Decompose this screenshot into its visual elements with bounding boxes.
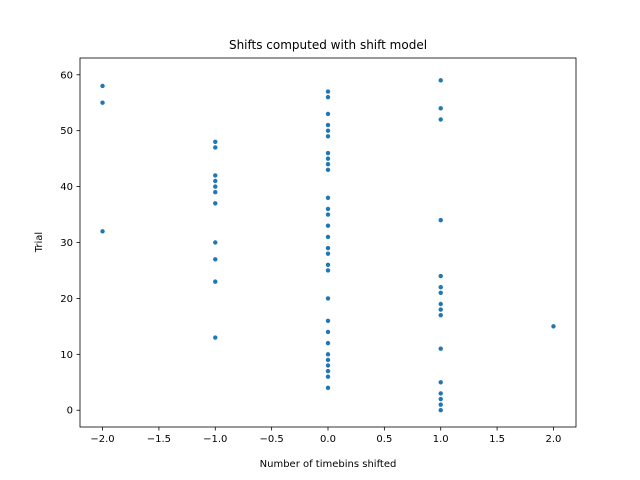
data-point [213, 178, 218, 184]
data-point [213, 201, 218, 206]
x-tick-label: 2.0 [546, 434, 562, 445]
x-axis-label: Number of timebins shifted [260, 459, 397, 470]
x-tick-label: 1.0 [433, 434, 449, 445]
data-point [325, 89, 331, 94]
data-point [325, 134, 331, 139]
x-tick-label: 1.5 [489, 434, 505, 445]
data-point [325, 234, 331, 240]
data-point [325, 111, 331, 117]
data-point [213, 257, 218, 262]
data-point [325, 318, 331, 323]
x-tick-label: −1.0 [203, 434, 227, 445]
data-point [325, 156, 331, 161]
data-point [213, 173, 218, 178]
data-point [325, 385, 331, 391]
data-point [325, 94, 331, 100]
data-points [100, 78, 556, 413]
data-point [325, 128, 331, 133]
data-point [325, 296, 331, 301]
x-tick-label: −0.5 [259, 434, 283, 445]
data-point [213, 184, 218, 189]
data-point [438, 117, 443, 122]
data-point [325, 206, 331, 212]
data-point [325, 352, 331, 357]
data-point [325, 245, 331, 251]
data-point [438, 273, 443, 279]
data-point [213, 145, 218, 150]
data-point [325, 195, 331, 200]
data-point [438, 408, 443, 413]
data-point [100, 83, 105, 89]
data-point [438, 307, 443, 312]
x-tick-label: 0.0 [320, 434, 336, 445]
axis-ticks: −2.0 −1.5 −1.0 −0.5 0.0 0.5 1.0 1.5 2.0 0 10 20 30 40… [60, 70, 561, 445]
data-point [438, 346, 443, 351]
x-tick-label: 0.5 [376, 434, 392, 445]
data-point [213, 335, 218, 340]
data-point [325, 251, 331, 256]
data-point [325, 167, 331, 173]
data-point [325, 368, 331, 374]
data-point [100, 229, 105, 234]
data-point [438, 78, 443, 83]
chart-title: Shifts computed with shift model [229, 38, 427, 52]
data-point [213, 139, 218, 145]
y-tick-label: 20 [60, 294, 73, 305]
data-point [213, 279, 218, 284]
data-point [213, 189, 218, 195]
data-point [325, 223, 331, 228]
data-point [438, 396, 443, 402]
y-tick-label: 50 [60, 126, 73, 137]
y-tick-label: 40 [60, 182, 73, 193]
data-point [438, 391, 443, 396]
data-point [325, 122, 331, 128]
data-point [213, 240, 218, 245]
data-point [325, 262, 331, 268]
y-axis-label: Trial [34, 232, 45, 253]
data-point [438, 290, 443, 296]
plot-frame [79, 57, 577, 428]
data-point [325, 150, 331, 156]
data-point [438, 380, 443, 385]
data-point [325, 329, 331, 335]
data-point [325, 340, 331, 346]
y-tick-label: 60 [60, 70, 73, 81]
y-tick-label: 0 [67, 406, 73, 417]
data-point [438, 285, 443, 290]
x-tick-label: −1.5 [147, 434, 171, 445]
data-point [100, 100, 105, 105]
y-tick-label: 10 [60, 350, 73, 361]
data-point [325, 162, 331, 167]
data-point [325, 268, 331, 273]
data-point [438, 106, 443, 111]
data-point [551, 324, 556, 329]
data-point [325, 363, 331, 368]
data-point [438, 402, 443, 407]
data-point [325, 212, 331, 217]
data-point [325, 374, 331, 379]
data-point [438, 312, 443, 318]
data-point [438, 217, 443, 223]
data-point [438, 301, 443, 307]
y-tick-label: 30 [60, 238, 73, 249]
x-tick-label: −2.0 [90, 434, 114, 445]
data-point [325, 357, 331, 363]
